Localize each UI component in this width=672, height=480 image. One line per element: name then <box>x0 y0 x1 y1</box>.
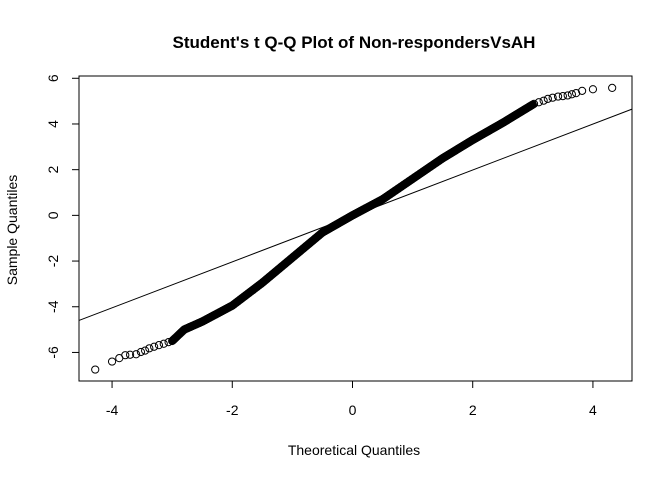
sample-point <box>567 90 576 99</box>
x-tick-label: -4 <box>106 402 119 418</box>
sample-point <box>588 85 598 94</box>
sample-point <box>91 365 100 374</box>
sample-point <box>548 93 557 102</box>
data-marks <box>78 83 633 374</box>
sample-point <box>145 344 154 353</box>
sample-point <box>154 341 164 350</box>
sample-point <box>159 339 168 348</box>
y-axis-label: Sample Quantiles <box>4 175 20 286</box>
sample-point <box>578 86 587 95</box>
y-tick-label: -4 <box>45 300 61 313</box>
sample-point <box>164 338 173 347</box>
sample-point <box>136 347 146 357</box>
y-tick-label: -2 <box>45 255 61 268</box>
y-axis: -6 -4 -2 0 2 4 6 <box>45 74 80 359</box>
sample-point <box>132 350 141 359</box>
sample-point <box>121 351 130 360</box>
y-tick-label: 6 <box>45 74 61 82</box>
x-axis-label: Theoretical Quantiles <box>288 442 420 458</box>
sample-point <box>563 91 572 100</box>
sample-point <box>141 346 150 355</box>
sample-point <box>553 92 563 101</box>
sample-point <box>529 99 539 108</box>
x-tick-label: 2 <box>469 402 477 418</box>
sample-point <box>534 98 543 107</box>
sample-point <box>125 350 135 359</box>
sample-point <box>539 96 548 105</box>
x-tick-label: 0 <box>349 402 357 418</box>
x-axis: -4 -2 0 2 4 <box>106 380 597 418</box>
sample-point <box>608 83 617 92</box>
sample-point <box>543 94 552 103</box>
y-tick-label: 2 <box>45 166 61 174</box>
plot-frame <box>78 75 633 382</box>
chart-title: Student's t Q-Q Plot of Non-respondersVs… <box>173 33 536 52</box>
y-tick-label: 4 <box>45 120 61 128</box>
x-tick-label: 4 <box>589 402 597 418</box>
y-tick-label: 0 <box>45 211 61 219</box>
sample-point <box>558 92 567 101</box>
sample-point <box>150 342 159 351</box>
y-tick-label: -6 <box>45 346 61 359</box>
sample-point <box>107 357 117 366</box>
x-tick-label: -2 <box>226 402 239 418</box>
